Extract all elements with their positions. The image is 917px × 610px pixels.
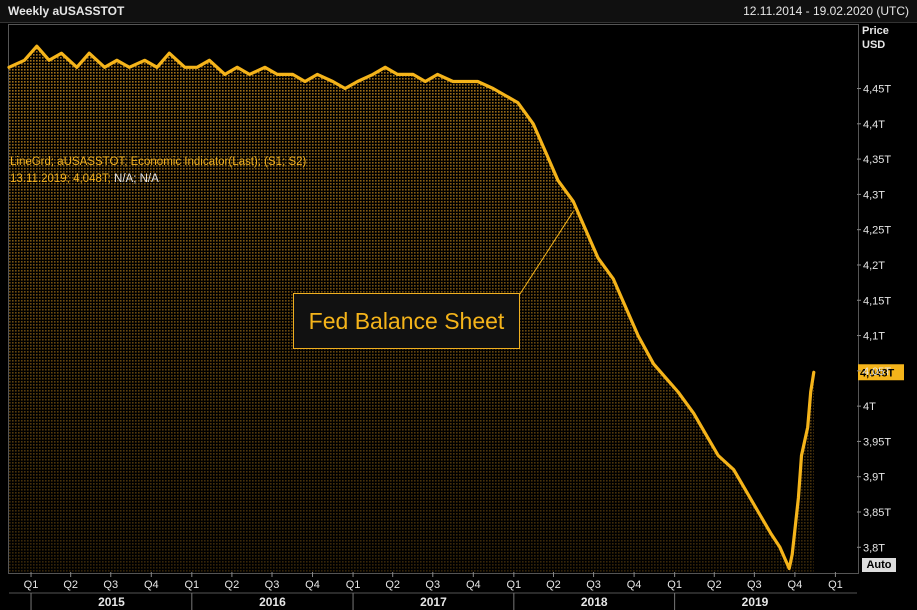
quarter-label: Q1 (346, 579, 361, 591)
y-tick-label: 4,15T (863, 295, 891, 307)
quarter-label: Q4 (305, 579, 320, 591)
quarter-label: Q2 (707, 579, 722, 591)
quarter-label: Q3 (265, 579, 280, 591)
quarter-label: Q1 (184, 579, 199, 591)
y-tick-label: 4,25T (863, 225, 891, 237)
annotation-leader (519, 211, 574, 295)
quarter-label: Q4 (466, 579, 481, 591)
x-axis: Q1 Q2 Q3 Q4 Q1 Q2 Q3 Q4 Q1 Q2 Q3 Q4 Q1 Q2 Q3 Q4 Q1 Q2 Q3 Q4… (9, 572, 857, 610)
y-tick-label: 4,1T (863, 331, 885, 343)
y-tick-label: 3,85T (863, 507, 891, 519)
year-label: 2017 (420, 595, 447, 609)
quarter-label: Q1 (24, 579, 39, 591)
y-tick-label: 4,05T (863, 366, 891, 378)
series-line (7, 44, 816, 571)
y-tick-label: 4,4T (863, 119, 885, 131)
quarter-label: Q3 (586, 579, 601, 591)
year-label: 2018 (581, 595, 608, 609)
last-value-badge (858, 364, 904, 381)
quarter-label: Q2 (225, 579, 240, 591)
price-axis-header: Price USD (862, 24, 889, 52)
quarter-label: Q3 (103, 579, 118, 591)
quarter-label: Q4 (627, 579, 642, 591)
y-tick-label: 4,35T (863, 154, 891, 166)
legend-line-1: LineGrd; aUSASSTOT; Economic Indicator(L… (10, 156, 307, 168)
annotation-box: Fed Balance Sheet (293, 293, 520, 349)
price-label: Price (862, 25, 889, 37)
year-label: 2019 (742, 595, 769, 609)
year-label: 2015 (98, 595, 125, 609)
y-tick-label: 3,9T (863, 472, 885, 484)
y-tick-label: 4,2T (863, 260, 885, 272)
y-tick-label: 4T (863, 401, 876, 413)
y-axis: 4,45T 4,4T 4,35T 4,3T 4,25T 4,2T 4,15T 4,1T 4,05… (857, 84, 891, 554)
legend-na: N/A; N/A (114, 173, 159, 185)
quarter-label: Q2 (385, 579, 400, 591)
chart-header-bar: Weekly aUSASSTOT 12.11.2014 - 19.02.2020… (0, 0, 917, 23)
quarter-label: Q4 (788, 579, 803, 591)
quarter-label: Q1 (828, 579, 843, 591)
auto-scale-button[interactable]: Auto (862, 558, 896, 572)
quarter-label: Q2 (546, 579, 561, 591)
y-tick-label: 4,3T (863, 189, 885, 201)
chart-title: Weekly aUSASSTOT (8, 4, 125, 18)
y-tick-label: 3,8T (863, 542, 885, 554)
quarter-label: Q2 (63, 579, 78, 591)
currency-label: USD (862, 39, 886, 51)
line-layer: 4,048T (7, 44, 904, 571)
date-range: 12.11.2014 - 19.02.2020 (UTC) (743, 4, 909, 18)
quarter-label: Q1 (506, 579, 521, 591)
y-tick-label: 3,95T (863, 436, 891, 448)
legend-values: 13.11.2019; 4,048T; (10, 173, 111, 185)
leader-line (519, 211, 574, 295)
quarter-label: Q3 (425, 579, 440, 591)
quarter-label: Q3 (747, 579, 762, 591)
legend-line-2: 13.11.2019; 4,048T; N/A; N/A (10, 173, 159, 185)
quarter-label: Q1 (667, 579, 682, 591)
y-tick-label: 4,45T (863, 84, 891, 96)
quarter-label: Q4 (144, 579, 159, 591)
last-value-text: 4,048T (860, 367, 895, 379)
year-label: 2016 (259, 595, 286, 609)
